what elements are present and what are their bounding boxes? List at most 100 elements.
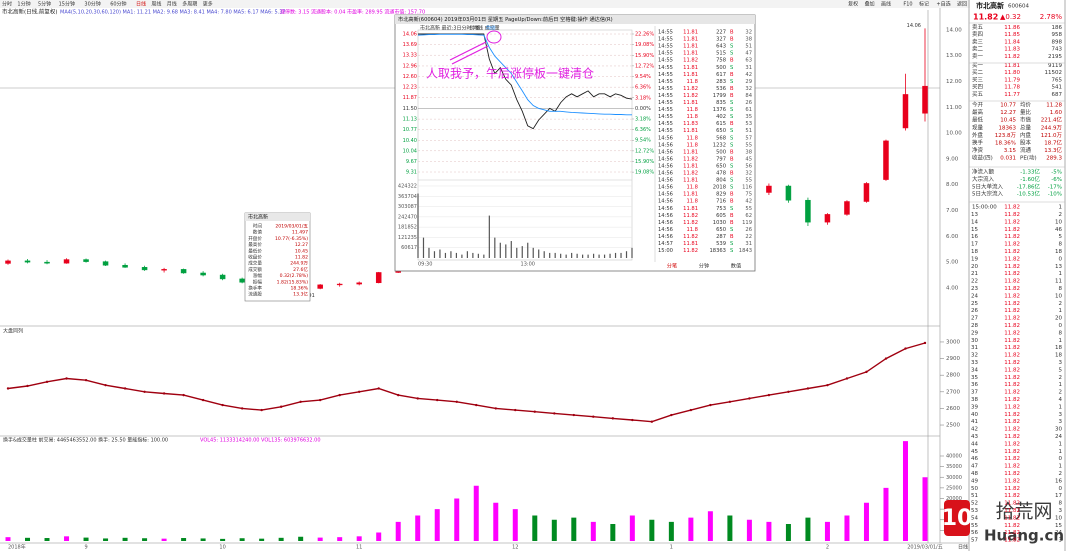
tick-price: 11.82	[1004, 286, 1020, 292]
trade-time: 14:56	[658, 171, 673, 177]
volume-bar	[727, 515, 733, 541]
y-tick-label: 11.00	[946, 105, 962, 111]
trade-count: 47	[745, 51, 752, 57]
index-point	[104, 383, 107, 387]
trade-time: 14:55	[658, 79, 673, 85]
trade-time: 14:56	[658, 149, 673, 155]
toolbar-button[interactable]: F10	[903, 2, 912, 8]
tick-price: 11.82	[1004, 404, 1020, 410]
trade-price: 11.81	[683, 30, 698, 36]
tick-index: 50	[971, 486, 978, 492]
book-volume: 898	[1052, 39, 1063, 45]
period-tab[interactable]: 多周期	[182, 1, 197, 8]
book-label: 买一	[972, 61, 984, 69]
trade-time: 14:56	[658, 163, 673, 169]
y-tick-label: 10.00	[946, 131, 962, 137]
candle-body	[317, 284, 323, 289]
trade-time: 14:55	[658, 93, 673, 99]
book-label: 买二	[972, 68, 984, 76]
trade-side: B	[730, 72, 734, 78]
trade-price: 11.8	[686, 199, 698, 205]
tick-price: 11.82	[1004, 441, 1020, 447]
volume-bar	[395, 521, 401, 541]
index-point	[143, 390, 146, 393]
y2-tick-label: 15.90%	[635, 159, 654, 165]
toolbar-button[interactable]: +自选	[936, 1, 950, 8]
period-tab[interactable]: 更多	[203, 1, 213, 8]
period-tab[interactable]: 5分钟	[38, 1, 51, 8]
popup-tab[interactable]: 分钟	[699, 262, 709, 270]
candle-body	[766, 185, 772, 193]
tick-volume: 46	[1055, 227, 1062, 233]
index-point	[923, 341, 927, 345]
trade-volume: 716	[716, 199, 726, 205]
book-volume: 541	[1052, 85, 1063, 91]
tick-index: 53	[971, 508, 978, 514]
tick-index: 28	[971, 323, 978, 329]
volume-bar	[805, 517, 811, 541]
index-point	[689, 408, 693, 412]
tick-index: 44	[971, 441, 978, 447]
period-tab[interactable]: 1分钟	[17, 1, 30, 8]
trade-count: 38	[745, 37, 752, 43]
trade-price: 11.81	[683, 241, 698, 247]
tick-price: 11.82	[1004, 242, 1020, 248]
trade-price: 11.81	[683, 206, 698, 212]
annotation: 人取我予，午后涨停板一键清仓	[426, 66, 594, 81]
toolbar-button[interactable]: 画线	[881, 1, 891, 8]
toolbar-button[interactable]: 叠加	[865, 1, 875, 8]
stat-label: PE(动)	[1020, 155, 1037, 162]
toolbar-bg	[0, 0, 970, 8]
stat-value: 18363	[999, 125, 1017, 131]
index-point	[572, 413, 576, 417]
tick-head: 1	[1059, 205, 1063, 211]
period-tab[interactable]: 月线	[167, 1, 177, 8]
period-tab[interactable]: 60分钟	[110, 1, 126, 8]
tick-index: 20	[971, 264, 978, 270]
period-tab[interactable]: 日线	[136, 1, 146, 8]
panel-legend: VOL45: 1133314240.00 VOL135: 603976632.0…	[200, 438, 321, 444]
trade-volume: 1799	[713, 93, 726, 99]
info-value: 11.82	[295, 255, 308, 261]
info-key: 收盘价	[248, 254, 262, 261]
y-tick-label: 10.04	[403, 148, 417, 154]
tick-index: 51	[971, 493, 978, 499]
tick-volume: 1	[1059, 464, 1063, 470]
tick-index: 14	[971, 219, 978, 225]
tick-volume: 5	[1059, 234, 1063, 240]
tick-index: 39	[971, 404, 978, 410]
period-tab[interactable]: 分时	[2, 1, 12, 8]
trade-price: 11.8	[686, 185, 698, 191]
last-price: 11.82	[973, 13, 998, 22]
stat-value: 18.7亿	[1044, 139, 1062, 147]
book-volume: 765	[1052, 77, 1063, 83]
tick-index: 37	[971, 390, 978, 396]
period-tab[interactable]: 15分钟	[59, 1, 75, 8]
legend-label: 价格	[470, 25, 480, 32]
y-tick-label: 35000	[946, 464, 962, 470]
period-tab[interactable]: 30分钟	[84, 1, 100, 8]
legend-label: 均价	[486, 25, 496, 32]
toolbar-button[interactable]: 复权	[848, 1, 858, 8]
y-tick-label: 12.60	[403, 74, 417, 80]
stat-label: 内盘	[1020, 131, 1032, 139]
y-tick-label: 25000	[946, 485, 962, 491]
popup-tab[interactable]: 数值	[731, 262, 741, 270]
volume-bar	[317, 537, 323, 541]
trade-volume: 1232	[713, 142, 726, 148]
popup-tab[interactable]: 分笔	[667, 262, 677, 270]
flow-value: -10.53亿	[1017, 190, 1041, 198]
popup-titlebar	[395, 15, 755, 24]
stat-label: 换手	[972, 139, 984, 147]
y-tick-label: 2800	[946, 373, 960, 379]
toolbar-button[interactable]: 标记	[919, 1, 929, 8]
volume-bar	[551, 519, 557, 541]
tick-price: 11.82	[1004, 515, 1020, 521]
y-tick-label: 11.87	[403, 95, 417, 101]
tick-price: 11.82	[1004, 427, 1020, 433]
tick-index: 23	[971, 286, 978, 292]
y-tick-label: 10.77	[403, 127, 417, 133]
period-tab[interactable]: 周线	[151, 1, 161, 8]
toolbar-button[interactable]: 返回	[957, 1, 967, 8]
